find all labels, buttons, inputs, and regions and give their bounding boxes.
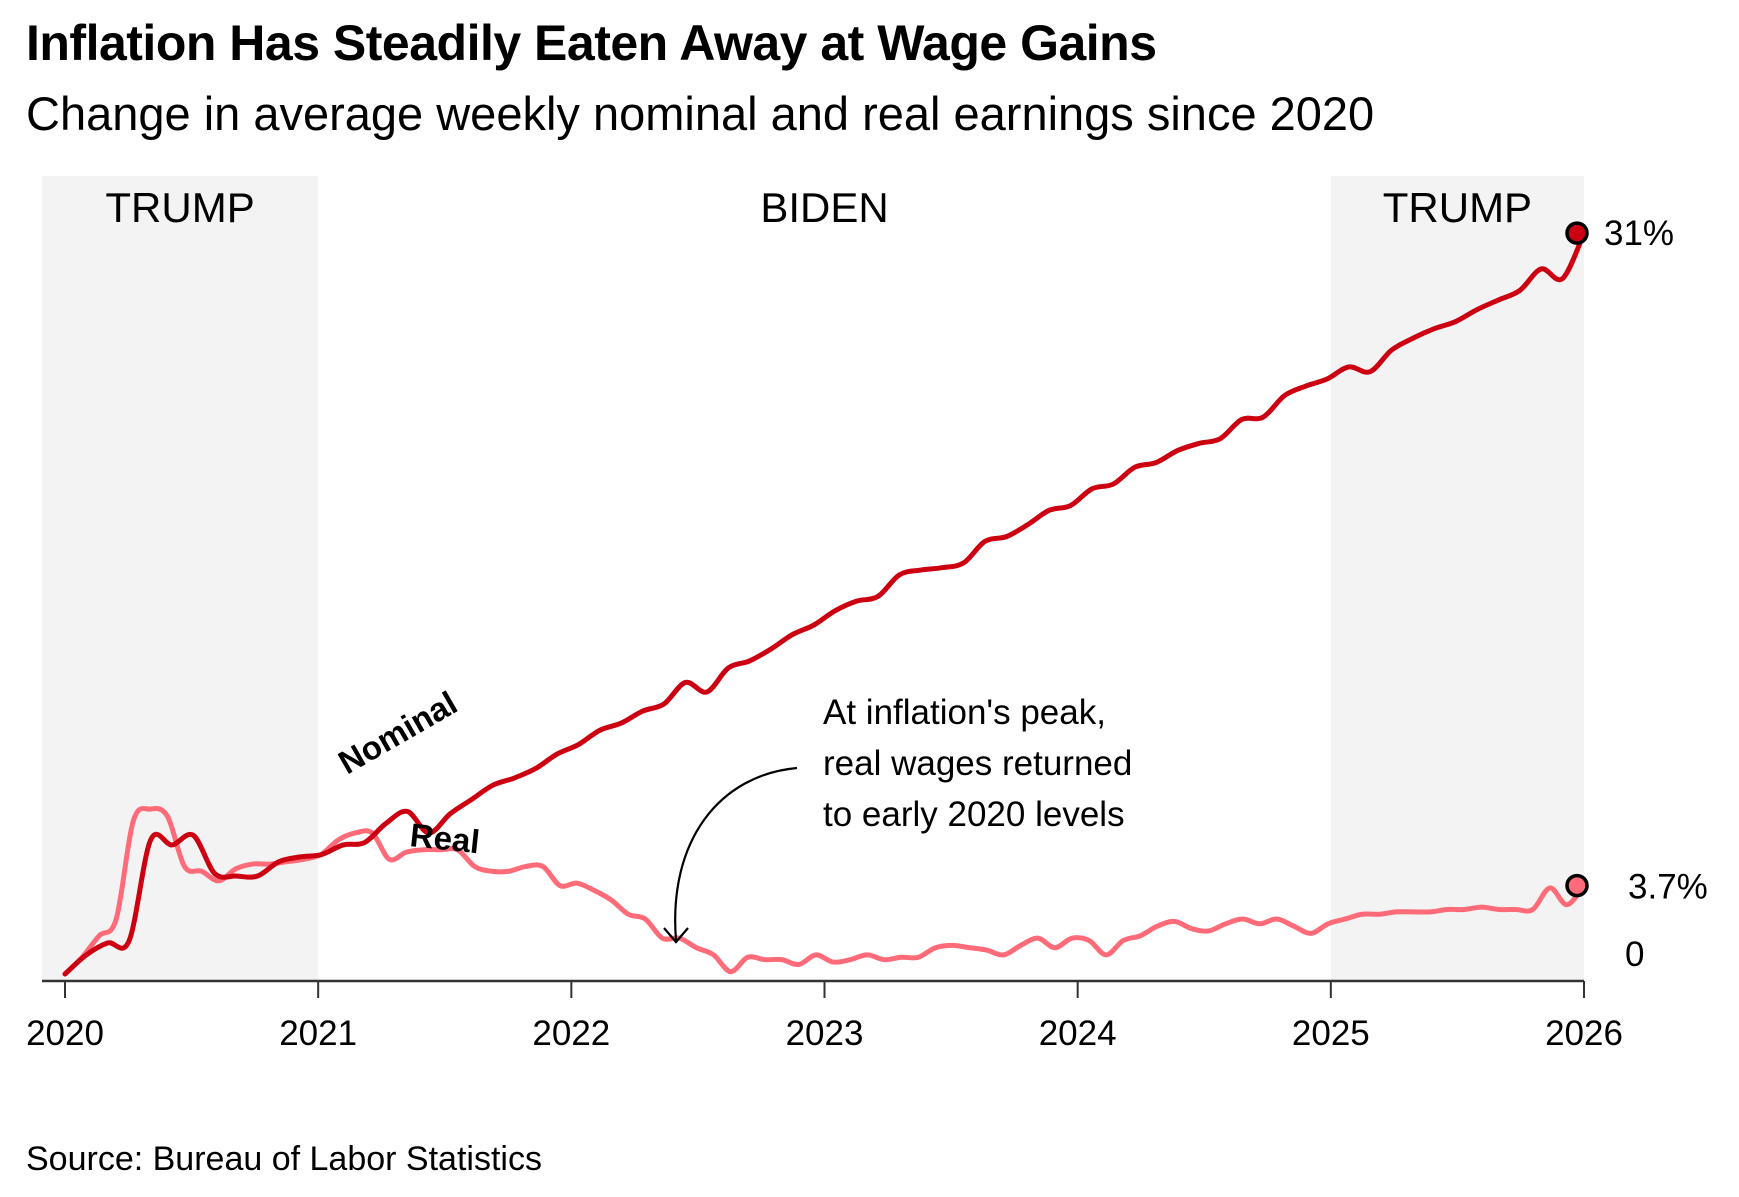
annotation-arrowhead: [663, 927, 689, 944]
era-shade-0: [42, 176, 319, 981]
annotation: At inflation's peak, real wages returned t…: [663, 693, 1132, 944]
end-label-nominal: 31%: [1604, 214, 1674, 253]
x-tick-label-2020: 2020: [26, 1014, 104, 1053]
era-labels: TRUMP BIDEN TRUMP: [105, 184, 1532, 231]
end-marker-real: [1565, 873, 1589, 898]
era-shade-2: [1330, 176, 1584, 981]
annotation-arrow: [674, 766, 798, 941]
era-label-biden: BIDEN: [760, 184, 888, 231]
series-lines: [62, 230, 1587, 977]
x-tick-label-2021: 2021: [279, 1014, 357, 1053]
series-label-real: Real: [408, 816, 481, 860]
annotation-text-line-3: to early 2020 levels: [823, 795, 1125, 834]
annotation-text-line-1: At inflation's peak,: [823, 693, 1106, 732]
x-tick-label-2025: 2025: [1292, 1014, 1370, 1053]
x-tick-label-2024: 2024: [1039, 1014, 1117, 1053]
annotation-text-line-2: real wages returned: [823, 744, 1132, 783]
era-shading: [42, 176, 1584, 981]
era-label-trump: TRUMP: [1383, 184, 1532, 231]
x-tick-label-2023: 2023: [786, 1014, 864, 1053]
era-label-trump: TRUMP: [105, 184, 254, 231]
x-tick-label-2022: 2022: [532, 1014, 610, 1053]
x-axis: 2020 2021 2022 2023 2024 2025 2026 0: [26, 935, 1644, 1053]
series-label-nominal: Nominal: [332, 684, 463, 781]
source-note: Source: Bureau of Labor Statistics: [26, 1140, 542, 1178]
x-tick-label-2026: 2026: [1545, 1014, 1623, 1053]
y-tick-label-zero: 0: [1625, 935, 1644, 974]
chart-subtitle: Change in average weekly nominal and rea…: [26, 87, 1375, 140]
end-marker-nominal: [1565, 221, 1589, 245]
series-line-nominal: [62, 230, 1587, 977]
chart-title: Inflation Has Steadily Eaten Away at Wag…: [26, 15, 1157, 71]
end-label-real: 3.7%: [1628, 868, 1708, 907]
